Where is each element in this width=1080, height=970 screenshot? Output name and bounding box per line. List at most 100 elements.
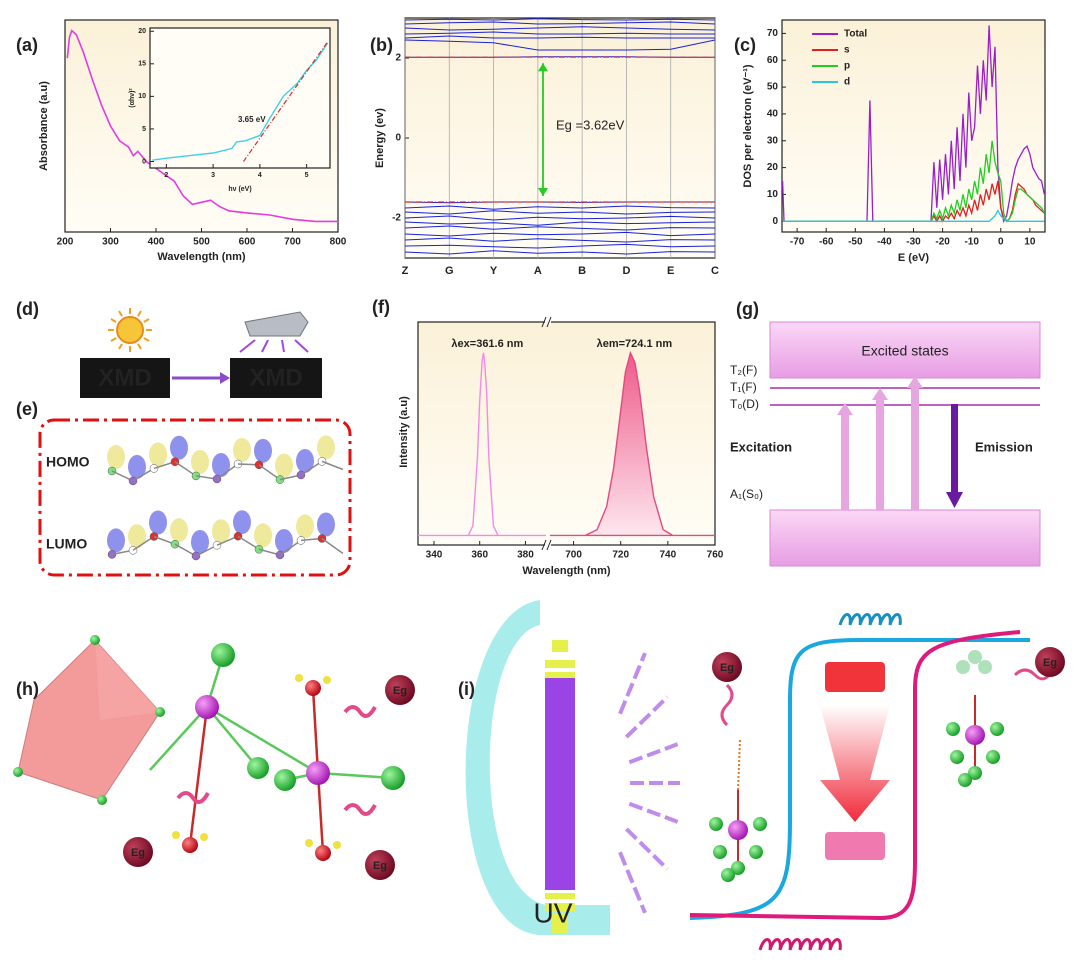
band bbox=[404, 205, 716, 210]
x-tick-label: -30 bbox=[906, 237, 921, 248]
arrow-head bbox=[907, 376, 923, 388]
x-tick-label: -70 bbox=[790, 237, 805, 248]
panel-label: (f) bbox=[372, 297, 390, 317]
x-axis-label: Wavelength (nm) bbox=[522, 565, 611, 577]
band bbox=[404, 18, 716, 21]
chlorine bbox=[713, 845, 727, 859]
sun-ray bbox=[110, 337, 117, 342]
transition-curve bbox=[689, 638, 1030, 920]
band bbox=[404, 21, 716, 25]
chlorine bbox=[958, 773, 972, 787]
band bbox=[404, 215, 716, 221]
uv-lamp bbox=[244, 311, 309, 337]
x-tick-label: G bbox=[445, 265, 454, 277]
emission-arrow bbox=[951, 404, 958, 494]
x-tick-label: 800 bbox=[330, 237, 347, 248]
spectrum bbox=[550, 350, 715, 537]
chlorine bbox=[986, 750, 1000, 764]
uv-ray bbox=[239, 339, 256, 353]
lamp-tube bbox=[545, 678, 575, 890]
sun-ray bbox=[110, 318, 117, 323]
x-tick-label: 700 bbox=[565, 550, 582, 561]
x-tick-label: 300 bbox=[102, 237, 119, 248]
y-tick-label: 5 bbox=[142, 126, 146, 133]
chlorine bbox=[155, 707, 165, 717]
uv-ray bbox=[281, 339, 285, 353]
hydrogen bbox=[333, 841, 341, 849]
band bbox=[404, 39, 716, 51]
ground-label: A₁(S₀) bbox=[730, 487, 763, 501]
hydrogen bbox=[305, 839, 313, 847]
state-label: Excited states bbox=[861, 343, 948, 359]
bond bbox=[311, 687, 320, 774]
bond bbox=[321, 460, 344, 471]
axis-label: DOS per electron (eV⁻¹) bbox=[742, 64, 754, 188]
lamp-reflector bbox=[465, 600, 610, 936]
uv-ray bbox=[624, 695, 669, 739]
x-tick-label: 760 bbox=[707, 550, 724, 561]
axis-break-gap bbox=[545, 319, 551, 325]
lamp-label: UV bbox=[534, 897, 573, 928]
lamp-cap bbox=[545, 893, 575, 899]
peak-label: λem=724.1 nm bbox=[597, 338, 673, 350]
x-tick-label: 740 bbox=[660, 550, 677, 561]
plot-area bbox=[149, 27, 331, 169]
orbital-lobe bbox=[170, 435, 188, 460]
bond bbox=[206, 705, 319, 775]
x-tick-label: 3 bbox=[211, 172, 215, 179]
band bbox=[404, 225, 716, 231]
orbital-lobe bbox=[191, 529, 209, 554]
axis-break bbox=[546, 316, 552, 328]
sun-ray bbox=[137, 343, 142, 350]
excitation-arrow bbox=[841, 413, 849, 510]
chlorine bbox=[731, 861, 745, 875]
legend-label: Total bbox=[844, 29, 867, 40]
bond bbox=[206, 706, 259, 769]
arrow-head bbox=[538, 63, 548, 72]
sun-ray bbox=[118, 310, 123, 317]
y-tick-label: 50 bbox=[767, 82, 779, 93]
dos-line bbox=[781, 25, 1046, 224]
panel-label: (c) bbox=[734, 35, 756, 55]
ion-label: Eg bbox=[1043, 657, 1057, 669]
axis-break-gap bbox=[545, 542, 551, 548]
chlorine bbox=[381, 766, 405, 790]
x-tick-label: 400 bbox=[148, 237, 165, 248]
arrow-head bbox=[220, 372, 230, 384]
panel-label: (d) bbox=[16, 299, 39, 319]
x-tick-label: -20 bbox=[935, 237, 950, 248]
axis-label: Intensity (a.u) bbox=[398, 396, 410, 468]
band bbox=[404, 210, 716, 215]
y-tick-label: 10 bbox=[138, 93, 146, 100]
hydrogen bbox=[200, 833, 208, 841]
inset-x-label: hν (eV) bbox=[228, 186, 251, 193]
band bbox=[404, 243, 716, 249]
uv-ray bbox=[624, 827, 669, 871]
metal bbox=[195, 695, 219, 719]
oxygen bbox=[182, 837, 198, 853]
y-tick-label: 2 bbox=[395, 53, 401, 64]
axis-label: Energy (ev) bbox=[374, 108, 386, 168]
x-tick-label: 380 bbox=[517, 550, 534, 561]
spring bbox=[758, 938, 842, 951]
ion bbox=[1035, 647, 1065, 677]
chlorine bbox=[968, 650, 982, 664]
chlorine bbox=[97, 795, 107, 805]
y-tick-label: 70 bbox=[767, 28, 779, 39]
bond bbox=[279, 539, 302, 556]
bond bbox=[149, 706, 208, 771]
band bbox=[404, 237, 716, 243]
y-tick-label: -2 bbox=[392, 213, 401, 224]
ion bbox=[365, 850, 395, 880]
bond bbox=[216, 463, 239, 480]
bond bbox=[316, 772, 325, 854]
excited-band bbox=[769, 321, 1041, 379]
inset-annotation: 3.65 eV bbox=[238, 115, 266, 124]
relax-arrow bbox=[820, 705, 890, 822]
y-tick-label: 10 bbox=[767, 189, 779, 200]
fit-line bbox=[243, 41, 329, 162]
x-axis-label: E (eV) bbox=[898, 252, 930, 264]
x-tick-label: Z bbox=[402, 265, 409, 277]
x-tick-label: -10 bbox=[964, 237, 979, 248]
excitation-arrow bbox=[876, 398, 884, 510]
